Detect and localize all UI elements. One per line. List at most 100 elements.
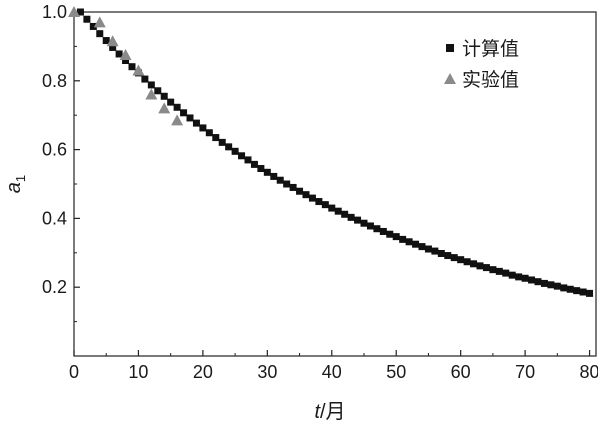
x-axis-ticks: 0 10 20 30 40 50 60 70 80 bbox=[69, 350, 598, 382]
calculated-point bbox=[128, 63, 136, 71]
experimental-point bbox=[119, 49, 132, 60]
calculated-point bbox=[180, 109, 188, 117]
calculated-point bbox=[495, 267, 503, 275]
y-tick-label: 0.6 bbox=[42, 140, 67, 160]
calculated-point bbox=[160, 92, 168, 100]
y-axis-variable: a bbox=[3, 182, 25, 193]
x-axis-unit: /月 bbox=[320, 401, 346, 423]
x-tick-label: 70 bbox=[515, 362, 535, 382]
calculated-point bbox=[89, 22, 97, 30]
legend-triangle-marker bbox=[444, 73, 456, 84]
calculated-point bbox=[218, 138, 226, 146]
x-tick-label: 50 bbox=[386, 362, 406, 382]
calculated-point bbox=[238, 152, 246, 160]
calculated-point bbox=[347, 213, 355, 221]
y-axis-ticks: 0.2 0.4 0.6 0.8 1.0 bbox=[42, 2, 80, 323]
calculated-point bbox=[418, 243, 426, 251]
legend-item-calculated: 计算值 bbox=[446, 38, 519, 60]
calculated-point bbox=[263, 168, 271, 176]
x-tick-label: 0 bbox=[69, 362, 79, 382]
calculated-point bbox=[283, 180, 291, 188]
experimental-point bbox=[145, 88, 158, 100]
experimental-point bbox=[132, 64, 145, 76]
y-tick-label: 0.4 bbox=[42, 208, 67, 228]
calculated-point bbox=[386, 230, 394, 238]
calculated-point bbox=[154, 87, 162, 95]
calculated-point bbox=[334, 207, 342, 215]
calculated-point bbox=[424, 245, 432, 253]
calculated-point bbox=[502, 269, 510, 277]
calculated-point bbox=[437, 249, 445, 257]
calculated-point bbox=[250, 160, 258, 168]
experimental-point bbox=[68, 6, 80, 17]
calculated-point bbox=[212, 134, 220, 142]
calculated-point bbox=[470, 260, 478, 268]
calculated-point bbox=[96, 30, 104, 38]
y-axis-title: a1 bbox=[3, 175, 28, 193]
calculated-point bbox=[379, 227, 387, 235]
x-tick-label: 30 bbox=[257, 362, 277, 382]
calculated-point bbox=[366, 222, 374, 230]
calculated-point bbox=[289, 183, 297, 191]
calculated-point bbox=[308, 194, 316, 202]
calculated-point bbox=[83, 15, 91, 23]
experimental-point bbox=[158, 102, 171, 114]
x-tick-label: 60 bbox=[451, 362, 471, 382]
calculated-point bbox=[76, 8, 84, 16]
experimental-point bbox=[93, 16, 106, 28]
calculated-point bbox=[341, 210, 349, 218]
legend-label-experimental: 实验值 bbox=[462, 69, 519, 91]
y-tick-label: 1.0 bbox=[42, 2, 67, 22]
calculated-point bbox=[508, 271, 516, 279]
y-tick-label: 0.2 bbox=[42, 277, 67, 297]
x-tick-label: 20 bbox=[193, 362, 213, 382]
calculated-point bbox=[302, 191, 310, 199]
calculated-point bbox=[553, 282, 561, 290]
calculated-point bbox=[360, 219, 368, 227]
calculated-point bbox=[244, 156, 252, 164]
calculated-point bbox=[147, 81, 155, 89]
y-axis-subscript: 1 bbox=[13, 175, 28, 182]
calculated-point bbox=[534, 278, 542, 286]
calculated-point bbox=[167, 98, 175, 106]
calculated-point bbox=[231, 147, 239, 155]
calculated-point bbox=[450, 254, 458, 262]
calculated-point bbox=[276, 176, 284, 184]
legend-label-calculated: 计算值 bbox=[462, 38, 519, 60]
calculated-point bbox=[528, 276, 536, 284]
calculated-point bbox=[431, 247, 439, 255]
calculated-point bbox=[225, 143, 233, 151]
calculated-point bbox=[463, 258, 471, 266]
x-axis-variable: t bbox=[314, 401, 321, 423]
calculated-point bbox=[173, 103, 181, 111]
calculated-point bbox=[186, 114, 194, 122]
calculated-point bbox=[444, 252, 452, 260]
calculated-point bbox=[141, 75, 149, 83]
calculated-point bbox=[399, 235, 407, 243]
calculated-point bbox=[457, 256, 465, 264]
calculated-point bbox=[270, 172, 278, 180]
calculated-point bbox=[521, 274, 529, 282]
calculated-point bbox=[566, 285, 574, 293]
calculated-point bbox=[199, 124, 207, 132]
experimental-point bbox=[171, 114, 184, 126]
calculated-point bbox=[547, 281, 555, 289]
calculated-point bbox=[373, 225, 381, 233]
calculated-point bbox=[515, 273, 523, 281]
calculated-point bbox=[560, 284, 568, 292]
x-axis-title: t/月 bbox=[314, 401, 345, 423]
x-tick-label: 10 bbox=[128, 362, 148, 382]
calculated-point bbox=[586, 289, 594, 297]
calculated-point bbox=[122, 57, 130, 65]
calculated-point bbox=[102, 37, 110, 45]
calculated-point bbox=[315, 198, 323, 206]
x-tick-label: 80 bbox=[580, 362, 598, 382]
legend: 计算值 实验值 bbox=[444, 38, 519, 91]
plot-frame bbox=[73, 11, 597, 357]
calculated-point bbox=[321, 201, 329, 209]
calculated-point bbox=[392, 233, 400, 241]
legend-item-experimental: 实验值 bbox=[444, 69, 519, 91]
calculated-point bbox=[540, 279, 548, 287]
calculated-point bbox=[354, 216, 362, 224]
